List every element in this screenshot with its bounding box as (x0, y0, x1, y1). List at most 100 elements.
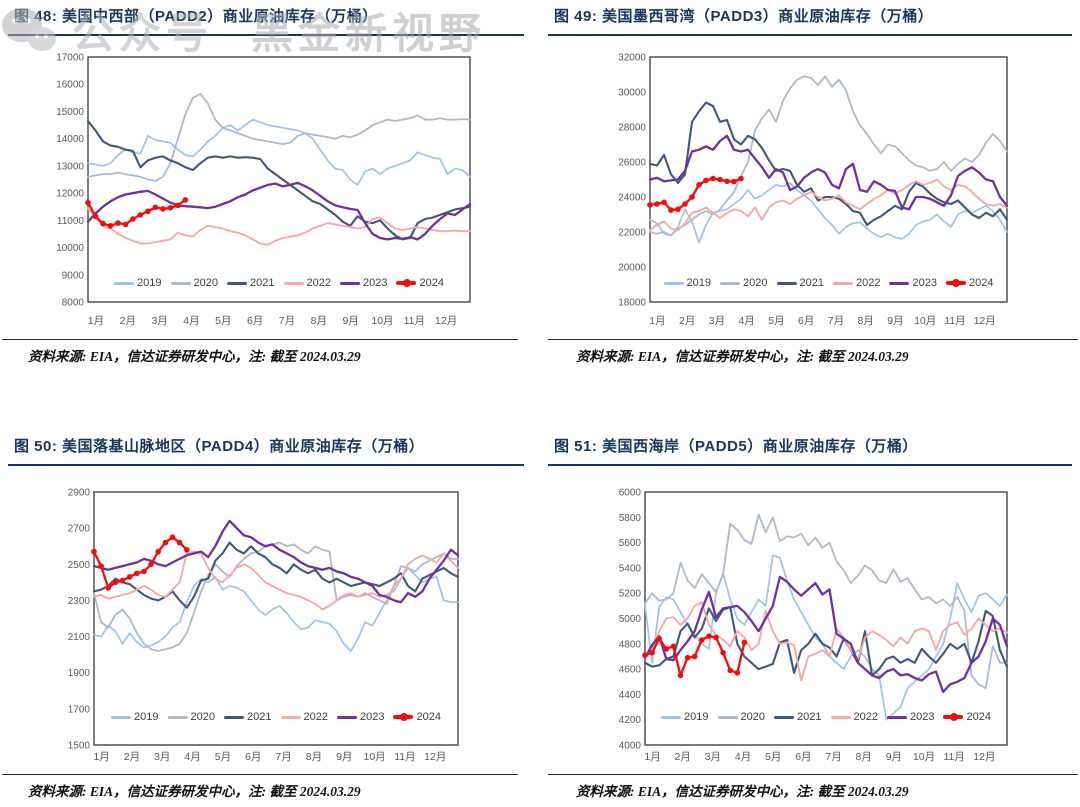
data-point-marker (160, 206, 166, 212)
y-tick-label: 2100 (68, 632, 91, 643)
data-point-marker (141, 568, 147, 575)
source-note-51: 资料来源: EIA，信达证券研发中心，注: 截至 2024.03.29 (576, 784, 909, 799)
legend-label-2021: 2021 (799, 277, 824, 289)
series-2022 (87, 207, 471, 246)
data-point-marker (134, 570, 140, 577)
data-point-marker (92, 213, 99, 220)
legend-swatch-2023 (336, 715, 357, 719)
legend-label-2020: 2020 (743, 277, 768, 289)
legend-padd4: 2019 2020 2021 2022 2023 2024 (94, 711, 458, 723)
legend-padd2: 2019 2020 2021 2022 2023 2024 (88, 277, 470, 289)
y-tick-label: 30000 (618, 88, 646, 99)
data-point-marker (649, 649, 655, 656)
x-tick-label: 11月 (394, 751, 415, 763)
y-tick-label: 4600 (619, 665, 642, 676)
series-2021 (643, 606, 1009, 677)
data-point-marker (162, 539, 169, 546)
y-tick-label: 5400 (619, 563, 642, 574)
figure-49-title: 图 49: 美国墨西哥湾（PADD3）商业原油库存（万桶） (548, 5, 1072, 36)
divider (548, 774, 1078, 776)
x-tick-label: 5月 (765, 751, 781, 763)
legend-swatch-2019 (663, 281, 684, 285)
y-tick-label: 2300 (68, 596, 91, 607)
legend-swatch-2021 (227, 281, 248, 285)
x-tick-label: 7月 (275, 751, 291, 763)
chart-padd2-canvas: 17000 16000 15000 14000 13000 12000 11000 10000… (56, 53, 472, 327)
data-point-marker (119, 577, 126, 584)
y-tick-label: 14000 (56, 134, 84, 145)
y-tick-label: 4200 (619, 715, 642, 726)
series-2023 (86, 181, 472, 241)
y-axis-labels: 2900 2700 2500 2300 2100 1900 1700 1500 (68, 488, 91, 752)
y-tick-label: 28000 (618, 123, 646, 134)
x-tick-label: 10月 (363, 751, 385, 763)
y-tick-label: 2700 (68, 524, 91, 535)
x-tick-label: 5月 (215, 751, 231, 763)
series-2024 (642, 633, 748, 679)
legend-swatch-2022 (280, 715, 301, 719)
y-tick-label: 26000 (618, 158, 646, 169)
legend-swatch-2021 (776, 281, 797, 285)
x-axis-labels: 1月 2月 3月 4月 5月 6月 7月 8月 9月 10月 11月 12月 (644, 751, 995, 763)
x-tick-label: 8月 (856, 751, 872, 763)
legend-label-2024: 2024 (966, 711, 991, 723)
legend-item-2020: 2020 (167, 711, 216, 723)
y-tick-label: 15000 (56, 107, 84, 118)
x-axis-labels: 1月 2月 3月 4月 5月 6月 7月 8月 9月 10月 11月 12月 (93, 751, 446, 763)
data-point-marker (699, 637, 705, 643)
legend-item-2020: 2020 (717, 711, 765, 723)
y-tick-label: 8000 (62, 298, 85, 309)
data-point-marker (670, 643, 677, 650)
figure-50-title: 图 50: 美国落基山脉地区（PADD4）商业原油库存（万桶） (8, 435, 524, 466)
legend-label-2023: 2023 (909, 711, 935, 723)
data-point-marker (107, 223, 114, 229)
legend-item-2021: 2021 (224, 711, 272, 723)
legend-item-2023: 2023 (336, 711, 384, 723)
x-tick-label: 7月 (279, 315, 295, 327)
legend-item-2019: 2019 (114, 277, 162, 289)
y-tick-label: 5000 (619, 614, 642, 625)
data-point-marker (155, 548, 161, 555)
legend-swatch-2022 (283, 281, 304, 285)
plot-frame (644, 491, 1008, 746)
x-tick-label: 5月 (215, 315, 231, 327)
legend-item-2023: 2023 (889, 277, 937, 289)
data-point-marker (647, 202, 653, 208)
source-note-48: 资料来源: EIA，信达证券研发中心，注: 截至 2024.03.29 (28, 349, 361, 364)
legend-label-2024: 2024 (968, 277, 994, 289)
data-point-marker (675, 206, 681, 213)
legend-swatch-2019 (111, 715, 132, 719)
series-2023 (92, 519, 460, 604)
series-2019 (87, 118, 471, 186)
legend-item-2019: 2019 (111, 711, 159, 723)
x-tick-label: 1月 (644, 751, 660, 763)
series-2022 (649, 178, 1008, 232)
x-tick-label: 10月 (914, 315, 936, 327)
data-point-marker (706, 633, 712, 639)
y-tick-label: 1700 (68, 704, 91, 715)
divider (2, 339, 518, 341)
x-tick-label: 11月 (944, 751, 965, 763)
y-tick-label: 32000 (618, 53, 646, 64)
series-2021 (92, 541, 460, 609)
y-tick-label: 24000 (618, 193, 646, 204)
y-axis-labels: 6000 5800 5600 5400 5200 5000 4800 4600 4400 4200… (619, 488, 642, 752)
legend-label-2021: 2021 (247, 711, 272, 723)
legend-label-2020: 2020 (190, 711, 216, 723)
legend-item-2022: 2022 (830, 711, 878, 723)
x-tick-label: 12月 (424, 751, 446, 763)
x-tick-label: 9月 (342, 315, 358, 327)
x-tick-label: 12月 (974, 315, 996, 327)
data-point-marker (176, 539, 183, 546)
legend-item-2021: 2021 (774, 711, 822, 723)
data-point-marker (684, 654, 691, 661)
data-point-marker (126, 574, 133, 580)
data-point-marker (642, 652, 648, 658)
x-tick-label: 10月 (913, 751, 935, 763)
legend-item-2024: 2024 (393, 711, 441, 723)
series-2021 (648, 101, 1009, 227)
data-point-marker (710, 175, 716, 182)
y-tick-label: 16000 (56, 80, 84, 91)
